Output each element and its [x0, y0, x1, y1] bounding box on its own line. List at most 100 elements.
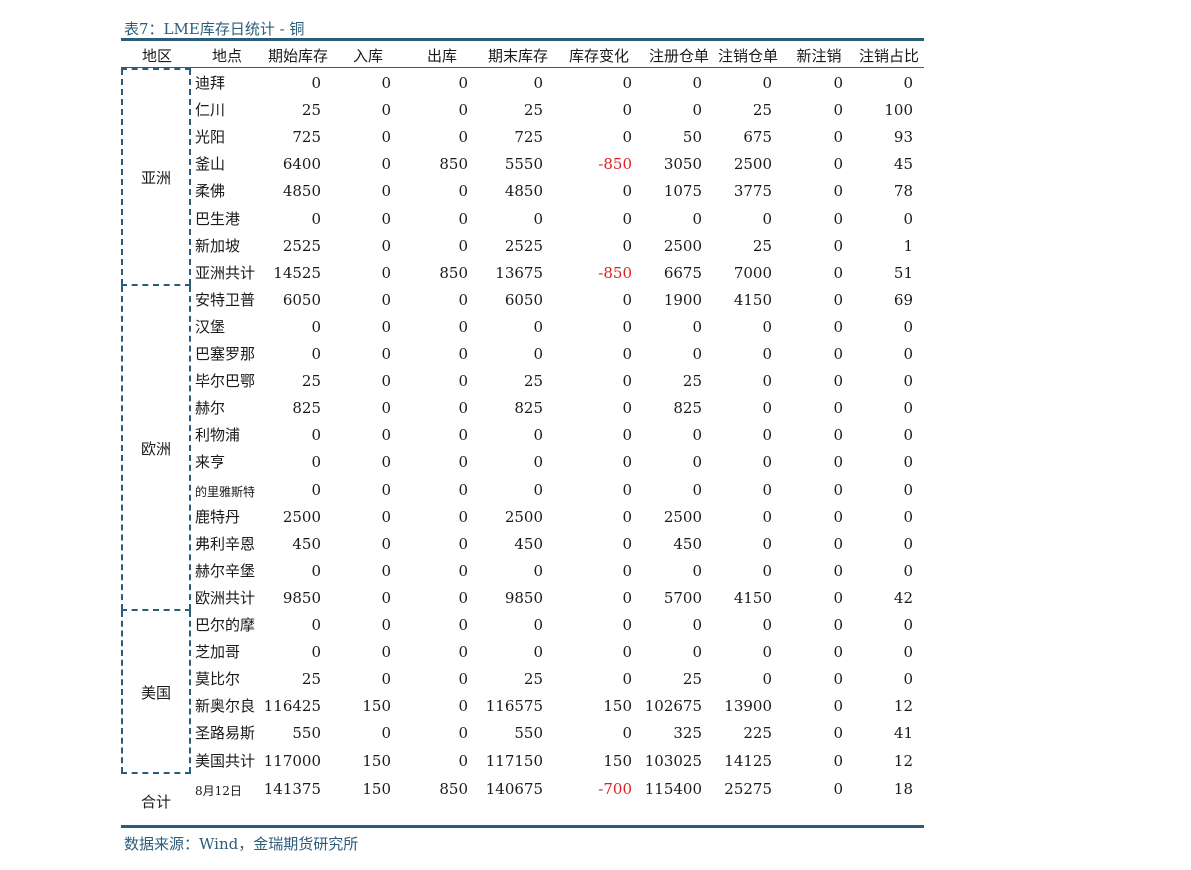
value-cell: 0 [692, 643, 702, 662]
value-cell: 25 [682, 372, 702, 391]
value-cell: 0 [381, 643, 391, 662]
value-cell: 5700 [663, 588, 702, 607]
value-cell: 1900 [663, 290, 702, 309]
value-cell: 0 [692, 616, 702, 634]
value-cell: 1075 [663, 182, 702, 201]
value-cell: 0 [833, 372, 843, 391]
value-cell: 225 [743, 724, 772, 743]
value-cell: 0 [762, 534, 772, 553]
europe-bracket-bottom [121, 609, 191, 611]
value-cell: 0 [458, 697, 468, 716]
value-cell: 0 [311, 74, 321, 92]
value-cell: 0 [762, 317, 772, 336]
value-cell: 0 [833, 453, 843, 472]
column-header: 地点 [211, 47, 242, 65]
value-cell: 103025 [644, 751, 702, 770]
value-cell: 0 [762, 480, 772, 499]
value-cell: 0 [622, 507, 632, 526]
value-cell: 0 [381, 74, 391, 92]
value-cell: 18 [893, 779, 913, 798]
value-cell: 0 [833, 588, 843, 607]
value-cell: 2500 [733, 155, 772, 174]
value-cell: 0 [762, 345, 772, 363]
location-cell: 光阳 [195, 128, 226, 147]
location-cell: 赫尔 [195, 399, 226, 418]
value-cell: 13675 [495, 263, 543, 282]
value-cell: 25 [301, 670, 321, 689]
value-cell: 13900 [724, 697, 772, 716]
value-cell: 450 [673, 534, 702, 553]
value-cell: 25275 [724, 779, 772, 798]
column-header: 注销占比 [858, 47, 919, 65]
value-cell: 0 [381, 534, 391, 553]
column-header: 期末库存 [487, 47, 548, 65]
value-cell: 850 [439, 779, 468, 798]
location-cell: 汉堡 [195, 317, 226, 336]
value-cell: 0 [533, 317, 543, 336]
value-cell: 825 [673, 399, 702, 418]
value-cell: 0 [381, 616, 391, 634]
value-cell: 0 [458, 480, 468, 499]
value-cell: 0 [762, 670, 772, 689]
value-cell: 0 [381, 507, 391, 526]
value-cell: 6050 [504, 290, 543, 309]
value-cell: 0 [622, 426, 632, 445]
value-cell: 0 [381, 399, 391, 418]
value-cell: 1 [903, 236, 913, 255]
location-cell: 巴生港 [195, 209, 241, 228]
value-cell: 0 [458, 290, 468, 309]
value-cell: 0 [381, 128, 391, 147]
value-cell: 116575 [485, 697, 543, 716]
region-total: 合计 [140, 793, 171, 811]
value-cell: 0 [622, 480, 632, 499]
value-cell: 117000 [263, 751, 321, 770]
value-cell: 0 [622, 588, 632, 607]
value-cell: 0 [762, 561, 772, 580]
value-cell: 0 [762, 453, 772, 472]
value-cell: 0 [692, 101, 702, 120]
value-cell: 0 [762, 426, 772, 445]
us-bracket-bottom [121, 772, 191, 774]
value-cell: 0 [311, 480, 321, 499]
source-note: 数据来源：Wind，金瑞期货研究所 [124, 835, 359, 853]
value-cell: 0 [458, 209, 468, 228]
value-cell: 102675 [644, 697, 702, 716]
value-cell: 0 [622, 128, 632, 147]
value-cell: 0 [622, 453, 632, 472]
value-cell: 41 [893, 724, 913, 743]
value-cell: 4150 [733, 588, 772, 607]
column-header: 注册仓单 [648, 47, 709, 65]
value-cell: 850 [439, 263, 468, 282]
region-asia: 亚洲 [140, 169, 171, 187]
value-cell: 0 [622, 616, 632, 634]
value-cell: 850 [439, 155, 468, 174]
value-cell: 12 [893, 697, 913, 716]
asia-bracket-bottom [121, 284, 191, 286]
value-cell: 0 [622, 561, 632, 580]
value-cell: 0 [381, 588, 391, 607]
value-cell: 0 [311, 643, 321, 662]
value-cell: 9850 [282, 588, 321, 607]
location-cell: 仁川 [195, 101, 226, 120]
value-cell: 4150 [733, 290, 772, 309]
value-cell: 0 [533, 561, 543, 580]
value-cell: 0 [458, 399, 468, 418]
value-cell: 25 [752, 236, 772, 255]
value-cell: 0 [833, 643, 843, 662]
value-cell: 0 [903, 616, 913, 634]
value-cell: 825 [514, 399, 543, 418]
location-cell: 毕尔巴鄂 [195, 372, 256, 391]
location-cell: 柔佛 [195, 182, 226, 201]
value-cell: 0 [903, 345, 913, 363]
value-cell: 0 [622, 534, 632, 553]
column-header: 注销仓单 [717, 47, 778, 65]
value-cell: 0 [311, 209, 321, 228]
value-cell: 0 [458, 724, 468, 743]
value-cell: 2500 [282, 507, 321, 526]
value-cell: 25 [523, 372, 543, 391]
value-cell: 0 [458, 534, 468, 553]
value-cell: 0 [311, 317, 321, 336]
value-cell: 0 [458, 588, 468, 607]
value-cell: 0 [458, 453, 468, 472]
value-cell: 25 [523, 670, 543, 689]
